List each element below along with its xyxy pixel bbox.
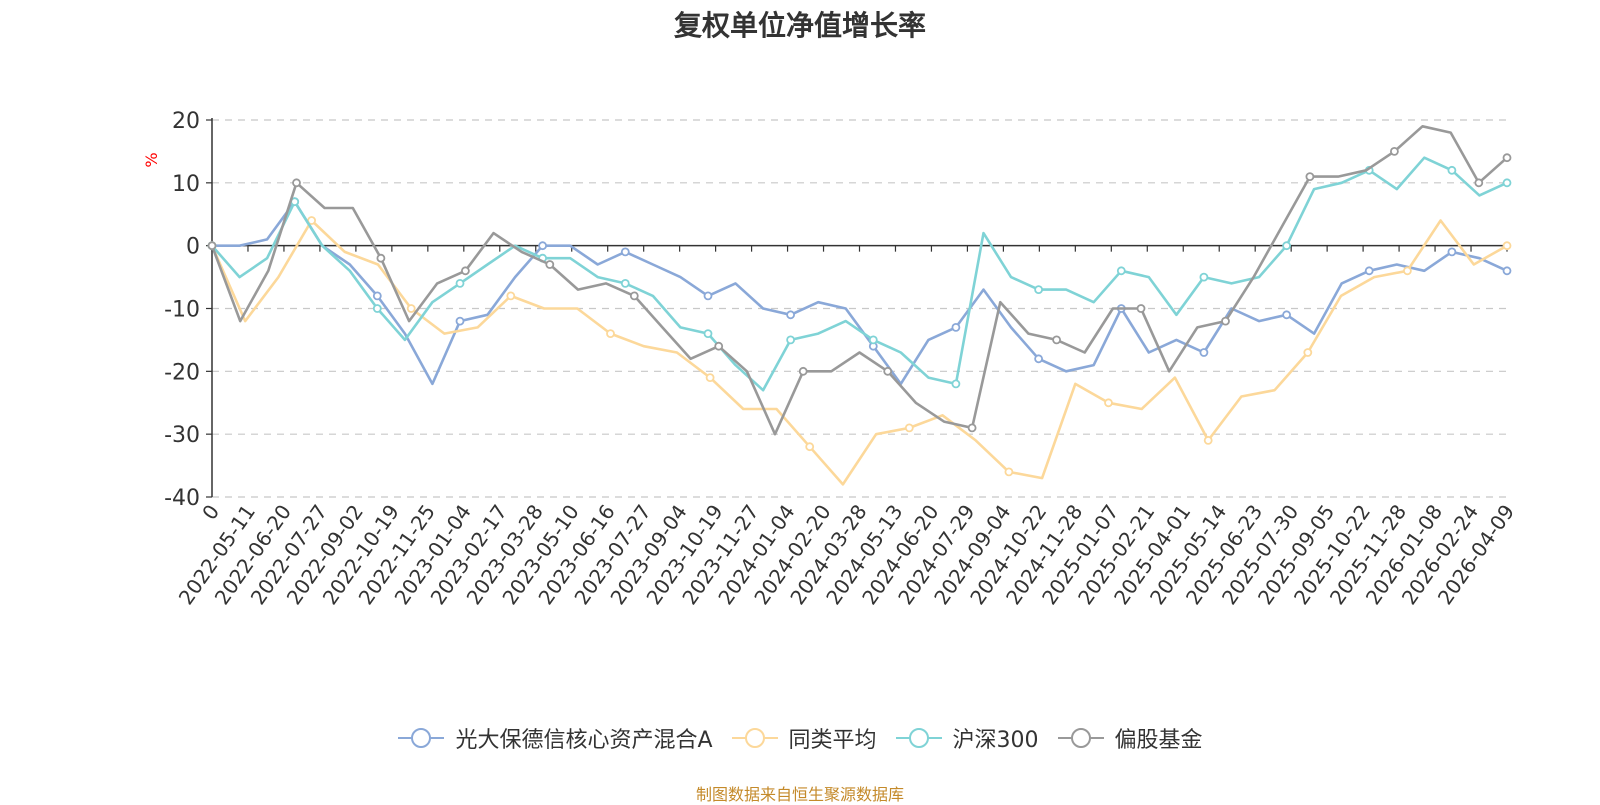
legend-item-fund[interactable]: 光大保德信核心资产混合A	[397, 722, 713, 754]
data-point	[620, 247, 630, 257]
series-line-equity-fund	[210, 125, 1508, 436]
y-tick-label: -40	[164, 486, 200, 511]
data-point	[1403, 266, 1412, 276]
line-chart: -40-30-20-100102002022-05-112022-06-2020…	[142, 109, 1519, 609]
data-point	[455, 316, 465, 326]
data-point	[1221, 316, 1230, 326]
data-point	[1004, 467, 1014, 477]
legend-marker-icon	[1057, 728, 1104, 748]
data-point	[506, 291, 516, 301]
data-point	[1502, 178, 1512, 188]
x-tick-label: 0	[197, 500, 224, 524]
legend-marker-icon	[895, 728, 942, 748]
source-note: 制图数据来自恒生聚源数据库	[695, 785, 904, 804]
data-point	[1390, 146, 1399, 156]
data-point	[951, 322, 961, 332]
data-point	[372, 291, 382, 301]
legend-label: 沪深300	[952, 728, 1039, 753]
data-point	[629, 291, 639, 301]
legend-label: 同类平均	[788, 728, 877, 753]
data-point	[1136, 304, 1146, 313]
series-lines	[207, 125, 1512, 486]
y-tick-label: -10	[164, 298, 200, 323]
series-line-peer-average	[210, 219, 1508, 486]
series-csi300	[207, 156, 1512, 392]
data-point	[951, 379, 961, 389]
y-tick-label: 10	[172, 172, 200, 197]
legend-item-csi300[interactable]: 沪深300	[895, 722, 1039, 754]
data-point	[705, 373, 715, 383]
data-point	[545, 260, 555, 269]
data-point	[376, 253, 386, 263]
data-point	[1502, 153, 1512, 163]
data-point	[868, 335, 878, 345]
axes: -40-30-20-100102002022-05-112022-06-2020…	[164, 109, 1519, 609]
data-point	[307, 216, 317, 225]
legend-item-equity-fund[interactable]: 偏股基金	[1057, 722, 1203, 754]
data-point	[1305, 172, 1315, 182]
data-point	[1447, 165, 1457, 175]
data-point	[883, 366, 893, 376]
data-point	[207, 241, 217, 251]
data-point	[620, 278, 630, 288]
data-point	[606, 329, 615, 339]
data-point	[1282, 241, 1291, 251]
data-point	[1474, 178, 1484, 188]
y-tick-label: 0	[186, 235, 200, 260]
data-point	[1199, 348, 1209, 357]
data-point	[1203, 435, 1213, 445]
series-line-csi300	[211, 156, 1508, 392]
data-point	[967, 423, 977, 433]
data-point	[703, 329, 713, 339]
legend-marker-icon	[731, 728, 778, 748]
data-point	[1116, 266, 1126, 276]
data-point	[1303, 348, 1313, 357]
data-point	[1364, 266, 1374, 276]
legend-label: 光大保德信核心资产混合A	[455, 728, 713, 753]
data-point	[786, 310, 795, 320]
data-point	[372, 304, 382, 313]
series-peer-average	[207, 216, 1512, 486]
data-point	[1034, 354, 1043, 364]
series-fund	[207, 197, 1512, 386]
data-point	[455, 278, 465, 288]
data-point	[786, 335, 795, 345]
data-point	[805, 442, 815, 452]
data-point	[904, 423, 914, 433]
y-tick-label: 20	[172, 109, 200, 134]
series-equity-fund	[207, 125, 1512, 436]
data-point	[406, 304, 416, 313]
data-point	[460, 266, 470, 276]
data-point	[703, 291, 713, 301]
legend: 光大保德信核心资产混合A 同类平均 沪深300 偏股基金	[0, 722, 1600, 754]
data-point	[538, 241, 547, 251]
data-point	[292, 178, 301, 188]
data-point	[1282, 310, 1291, 320]
data-point	[1502, 266, 1512, 276]
y-axis-label: %	[142, 152, 161, 167]
data-point	[1052, 335, 1061, 345]
data-point	[1104, 398, 1113, 408]
data-point	[798, 366, 808, 376]
series-line-fund	[212, 200, 1508, 386]
legend-marker-icon	[398, 728, 445, 748]
data-point	[1034, 285, 1043, 295]
chart-title: 复权单位净值增长率	[673, 9, 926, 42]
legend-label: 偏股基金	[1114, 728, 1203, 753]
data-point	[714, 341, 724, 351]
data-point	[1447, 247, 1457, 257]
data-point	[1502, 241, 1512, 251]
legend-item-peer-average[interactable]: 同类平均	[731, 722, 877, 754]
y-tick-label: -20	[164, 360, 200, 385]
y-tick-label: -30	[164, 423, 200, 448]
data-point	[1199, 272, 1209, 282]
